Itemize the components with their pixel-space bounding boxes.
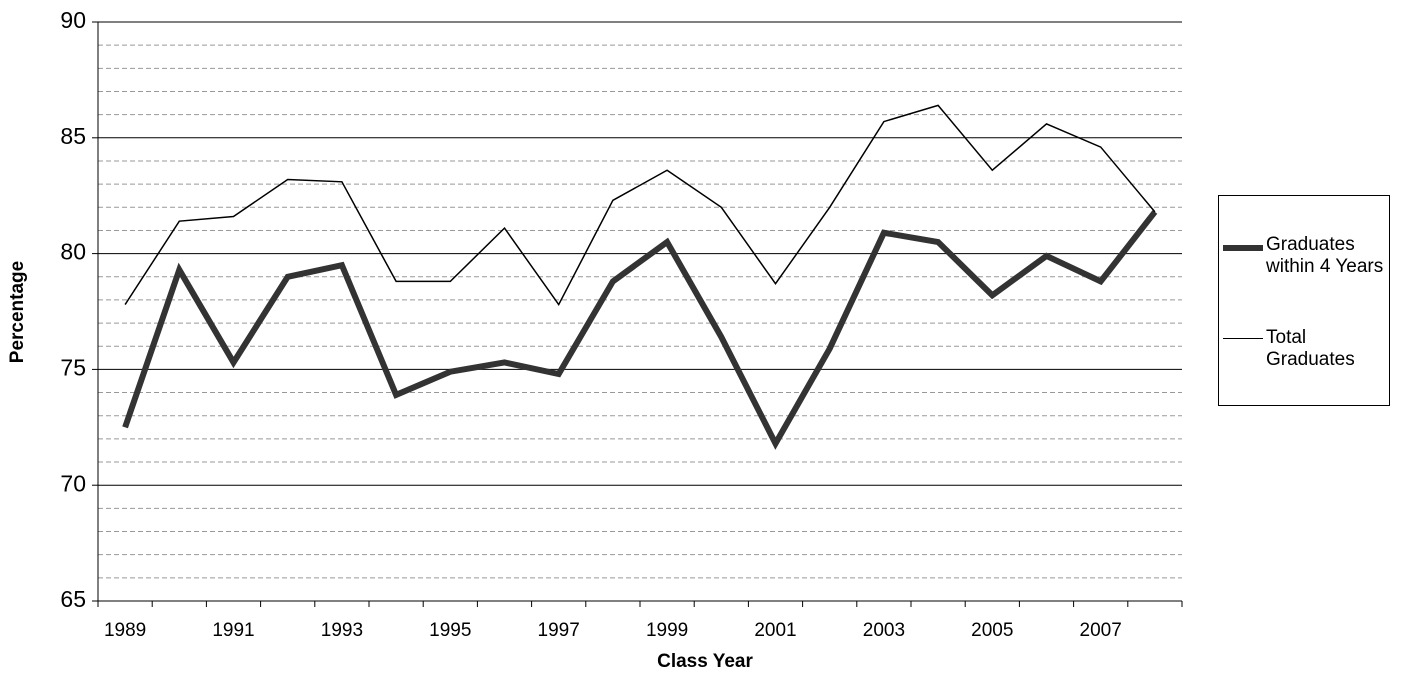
y-tick-label: 75 xyxy=(60,354,86,380)
x-tick-label: 1991 xyxy=(212,620,254,641)
x-tick-label: 1995 xyxy=(429,620,471,641)
y-tick-label: 65 xyxy=(60,586,86,612)
legend: Graduates within 4 Years Total Graduates xyxy=(1218,195,1390,406)
x-tick-label: 1997 xyxy=(538,620,580,641)
legend-item: Total Graduates xyxy=(1223,327,1388,371)
legend-label: Graduates within 4 Years xyxy=(1266,234,1384,277)
x-tick-label: 1999 xyxy=(646,620,688,641)
y-tick-label: 70 xyxy=(60,470,86,496)
y-tick-label: 80 xyxy=(60,239,86,265)
legend-swatch xyxy=(1223,245,1263,251)
series-line xyxy=(122,210,1158,450)
x-tick-label: 2007 xyxy=(1080,620,1122,641)
legend-item: Graduates within 4 Years xyxy=(1223,234,1388,278)
legend-label: Total Graduates xyxy=(1266,327,1355,370)
x-tick-label: 1989 xyxy=(104,620,146,641)
x-tick-label: 2003 xyxy=(863,620,905,641)
x-axis-label: Class Year xyxy=(657,651,753,672)
x-tick-label: 2005 xyxy=(971,620,1013,641)
y-axis-label: Percentage xyxy=(7,261,28,363)
series-line xyxy=(124,104,1156,306)
legend-swatch xyxy=(1223,338,1263,339)
y-tick-label: 85 xyxy=(60,123,86,149)
x-tick-label: 2001 xyxy=(754,620,796,641)
y-tick-label: 90 xyxy=(60,7,86,33)
x-tick-label: 1993 xyxy=(321,620,363,641)
